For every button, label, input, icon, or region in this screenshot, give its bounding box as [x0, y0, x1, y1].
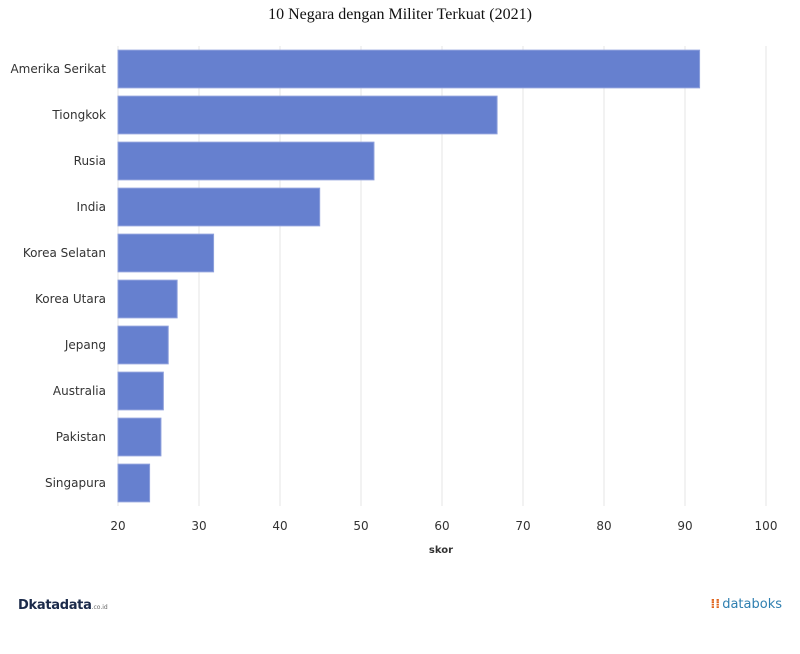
category-labels: Amerika Serikat Tiongkok Rusia India Korea S…: [10, 62, 106, 490]
category-label: Korea Selatan: [23, 246, 106, 260]
bars: [117, 49, 701, 503]
category-label: Rusia: [74, 154, 106, 168]
x-tick-label: 50: [353, 519, 368, 533]
bar-australia: [117, 371, 164, 411]
category-label: Tiongkok: [51, 108, 106, 122]
katadata-logo-suffix: .co.id: [91, 604, 108, 611]
category-label: Pakistan: [56, 430, 106, 444]
category-label: Australia: [53, 384, 106, 398]
x-tick-label: 20: [110, 519, 125, 533]
bar-korea-utara: [117, 279, 178, 319]
grid-lines: [117, 46, 767, 506]
bar-chart: Amerika Serikat Tiongkok Rusia India Korea S…: [10, 46, 777, 556]
bar-rusia: [117, 141, 375, 181]
x-tick-label: 30: [191, 519, 206, 533]
katadata-logo-name: katadata: [28, 598, 92, 613]
bar-tiongkok: [117, 95, 498, 135]
category-label: Korea Utara: [35, 292, 106, 306]
katadata-logo-mark: D: [18, 598, 29, 613]
katadata-logo: Dkatadata.co.id: [18, 598, 108, 613]
bar-india: [117, 187, 321, 227]
chart-title: 10 Negara dengan Militer Terkuat (2021): [268, 6, 532, 23]
category-label: India: [77, 200, 106, 214]
bar-singapura: [117, 463, 151, 503]
x-axis-label: skor: [429, 545, 453, 556]
x-tick-label: 40: [272, 519, 287, 533]
category-label: Amerika Serikat: [10, 62, 106, 76]
databoks-logo: ⁞⁞ databoks: [710, 597, 782, 612]
x-tick-label: 100: [755, 519, 778, 533]
bar-amerika-serikat: [117, 49, 701, 89]
x-tick-label: 60: [434, 519, 449, 533]
bar-jepang: [117, 325, 169, 365]
x-tick-label: 80: [596, 519, 611, 533]
bar-pakistan: [117, 417, 162, 457]
x-tick-label: 90: [677, 519, 692, 533]
databoks-logo-name: databoks: [722, 597, 782, 612]
category-label: Jepang: [64, 338, 106, 352]
x-tick-labels: 20 30 40 50 60 70 80 90 100: [110, 519, 777, 533]
databoks-logo-icon: ⁞⁞: [710, 597, 721, 612]
bar-korea-selatan: [117, 233, 215, 273]
category-label: Singapura: [45, 476, 106, 490]
x-tick-label: 70: [515, 519, 530, 533]
